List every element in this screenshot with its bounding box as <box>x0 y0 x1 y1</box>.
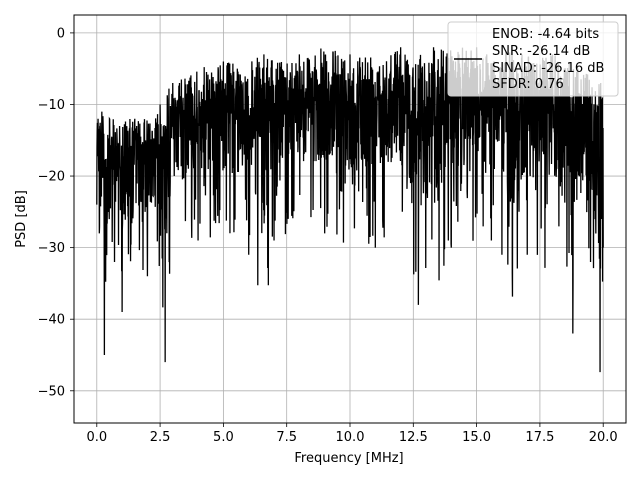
x-tick-label: 7.5 <box>276 430 297 445</box>
legend-entry-enob: ENOB: -4.64 bits <box>492 27 599 42</box>
y-tick-label: −20 <box>38 170 65 185</box>
psd-series <box>96 47 604 373</box>
y-tick-label: −10 <box>38 98 65 113</box>
y-tick-label: −40 <box>38 313 65 328</box>
legend-entry-snr: SNR: -26.14 dB <box>492 44 590 59</box>
x-tick-label: 12.5 <box>399 430 428 445</box>
x-tick-label: 0.0 <box>86 430 107 445</box>
x-tick-label: 2.5 <box>150 430 171 445</box>
x-tick-label: 17.5 <box>525 430 554 445</box>
y-tick-label: −30 <box>38 241 65 256</box>
x-tick-label: 20.0 <box>589 430 618 445</box>
x-axis-label: Frequency [MHz] <box>294 451 403 466</box>
legend-entry-sinad: SINAD: -26.16 dB <box>492 61 604 76</box>
x-tick-label: 15.0 <box>462 430 491 445</box>
psd-trace <box>96 47 604 373</box>
legend: ENOB: -4.64 bits SNR: -26.14 dB SINAD: -… <box>447 21 619 97</box>
legend-box <box>447 21 619 97</box>
y-tick-label: −50 <box>38 384 65 399</box>
y-axis-label: PSD [dB] <box>14 190 29 248</box>
y-tick-label: 0 <box>57 26 65 41</box>
x-tick-label: 5.0 <box>213 430 234 445</box>
x-tick-label: 10.0 <box>336 430 365 445</box>
legend-entry-sfdr: SFDR: 0.76 <box>492 77 564 92</box>
axis-ticks: 0.0 2.5 5.0 7.5 10.0 12.5 15.0 17.5 20.0 0 −10 −20 −… <box>38 26 618 445</box>
